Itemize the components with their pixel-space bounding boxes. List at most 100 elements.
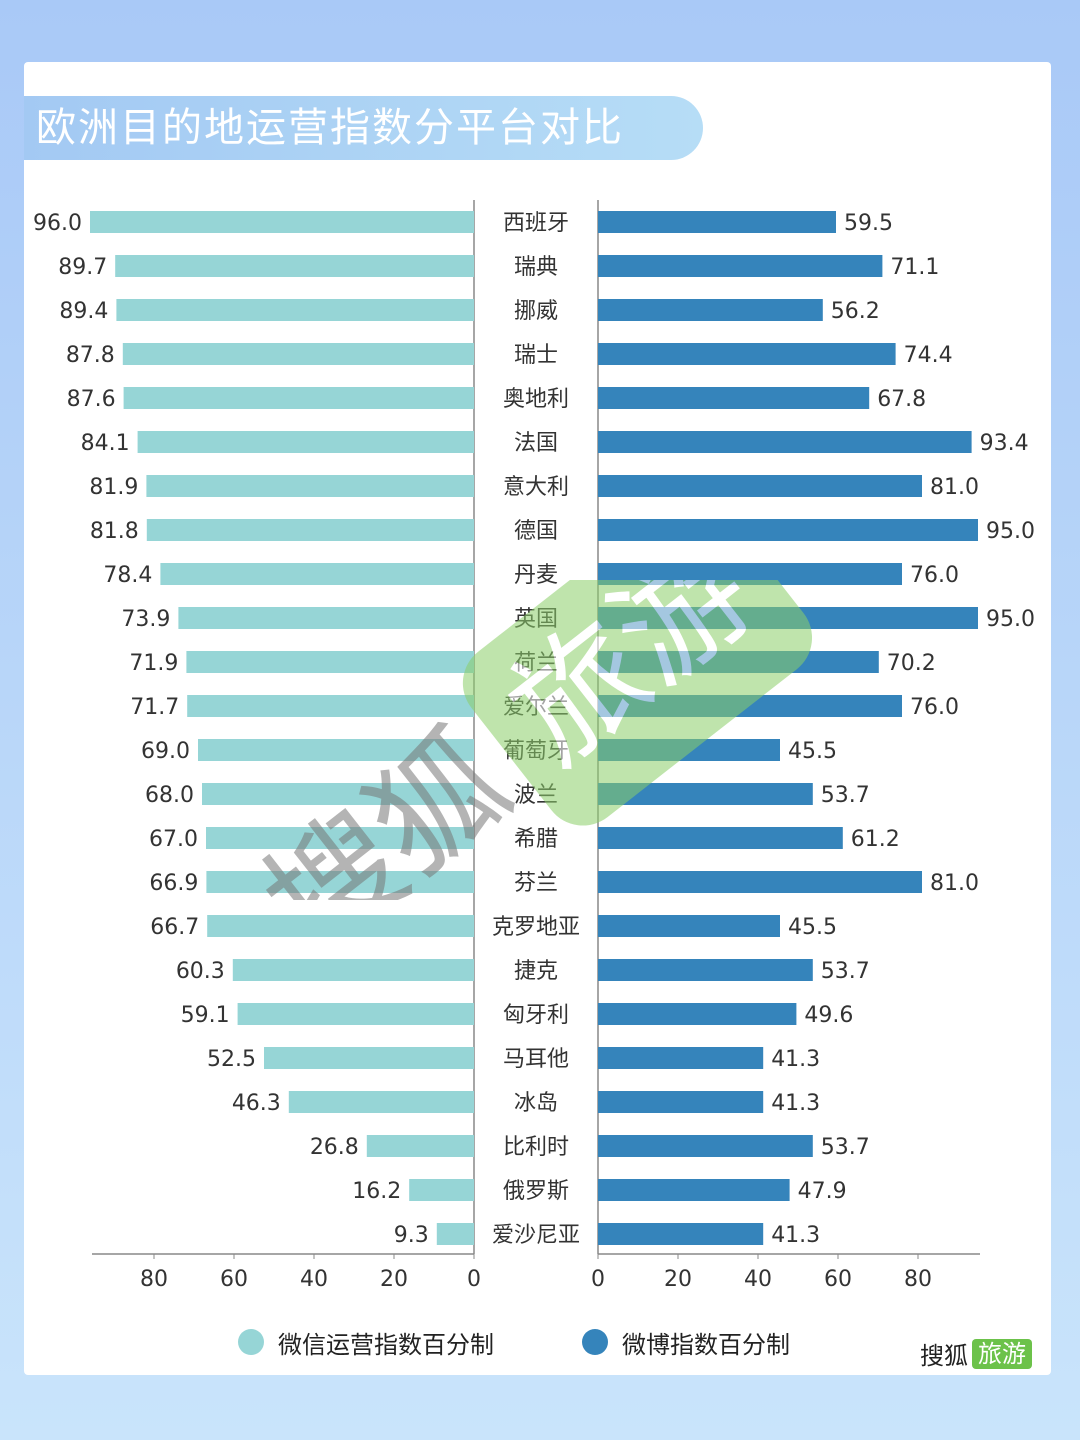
right-value-label: 45.5 (788, 915, 837, 940)
category-label: 葡萄牙 (503, 739, 569, 764)
left-value-label: 66.9 (149, 871, 198, 896)
left-bar (146, 519, 475, 541)
right-bar (598, 695, 902, 717)
right-bar (598, 871, 922, 893)
right-value-label: 61.2 (851, 827, 900, 852)
left-tick-label: 40 (300, 1267, 328, 1292)
legend-item-wechat: 微信运营指数百分制 (238, 1322, 494, 1362)
right-value-label: 47.9 (798, 1179, 847, 1204)
right-bar (598, 431, 972, 453)
right-bar (598, 915, 780, 937)
right-value-label: 41.3 (771, 1047, 820, 1072)
left-value-label: 81.9 (89, 475, 138, 500)
category-label: 荷兰 (514, 651, 558, 676)
left-value-label: 96.0 (33, 211, 82, 236)
brand-logo: 搜狐 旅游 (920, 1336, 1032, 1371)
category-label: 爱沙尼亚 (492, 1223, 580, 1248)
left-value-label: 59.1 (181, 1003, 230, 1028)
right-value-label: 71.1 (890, 255, 939, 280)
right-value-label: 41.3 (771, 1223, 820, 1248)
left-bar (115, 255, 474, 277)
right-value-label: 74.4 (904, 343, 953, 368)
category-label: 克罗地亚 (492, 915, 580, 940)
right-value-label: 81.0 (930, 871, 979, 896)
right-bar (598, 1091, 764, 1113)
right-value-label: 95.0 (986, 607, 1035, 632)
right-bar (598, 475, 922, 497)
category-label: 法国 (514, 431, 558, 456)
brand-text-travel: 旅游 (972, 1338, 1032, 1369)
left-value-label: 78.4 (103, 563, 152, 588)
right-value-label: 59.5 (844, 211, 893, 236)
left-bar (198, 739, 474, 761)
legend-swatch-wechat (238, 1329, 264, 1355)
right-bar (598, 1003, 797, 1025)
right-bar (598, 1047, 764, 1069)
left-value-label: 71.7 (130, 695, 179, 720)
left-value-label: 60.3 (176, 959, 225, 984)
left-bar (264, 1047, 474, 1069)
category-label: 芬兰 (514, 871, 558, 896)
page-title: 欧洲目的地运营指数分平台对比 (36, 105, 624, 151)
right-bar (598, 519, 978, 541)
right-bar (598, 343, 896, 365)
legend-item-weibo: 微博指数百分制 (582, 1322, 790, 1362)
left-value-label: 87.6 (67, 387, 116, 412)
right-tick-label: 20 (664, 1267, 692, 1292)
left-bar (187, 695, 474, 717)
right-bar (598, 783, 813, 805)
category-label: 意大利 (503, 475, 569, 500)
right-tick-label: 60 (824, 1267, 852, 1292)
left-bar (178, 607, 474, 629)
left-bar (237, 1003, 474, 1025)
left-value-label: 68.0 (145, 783, 194, 808)
right-bar (598, 607, 978, 629)
legend-label-weibo: 微博指数百分制 (622, 1330, 790, 1359)
category-label: 德国 (514, 519, 558, 544)
left-tick-label: 80 (140, 1267, 168, 1292)
left-value-label: 73.9 (121, 607, 170, 632)
right-value-label: 76.0 (910, 563, 959, 588)
right-value-label: 53.7 (821, 1135, 870, 1160)
right-bar (598, 1179, 790, 1201)
right-bar (598, 1135, 813, 1157)
category-label: 瑞典 (514, 255, 558, 280)
left-bar (122, 343, 475, 365)
right-value-label: 76.0 (910, 695, 959, 720)
category-label: 冰岛 (514, 1091, 558, 1116)
right-bar (598, 387, 870, 409)
category-label: 英国 (514, 607, 558, 632)
left-bar (232, 959, 474, 981)
right-value-label: 49.6 (804, 1003, 853, 1028)
right-tick-label: 80 (904, 1267, 932, 1292)
category-label: 爱尔兰 (503, 695, 569, 720)
right-bar (598, 827, 843, 849)
left-value-label: 46.3 (232, 1091, 281, 1116)
right-tick-label: 0 (591, 1267, 605, 1292)
left-bar (160, 563, 474, 585)
left-value-label: 89.7 (58, 255, 107, 280)
right-value-label: 53.7 (821, 783, 870, 808)
legend-label-wechat: 微信运营指数百分制 (278, 1330, 494, 1359)
right-value-label: 56.2 (831, 299, 880, 324)
left-bar (186, 651, 474, 673)
right-value-label: 93.4 (980, 431, 1029, 456)
right-value-label: 41.3 (771, 1091, 820, 1116)
left-bar (207, 915, 474, 937)
right-value-label: 45.5 (788, 739, 837, 764)
left-value-label: 89.4 (59, 299, 108, 324)
left-value-label: 67.0 (149, 827, 198, 852)
right-bar (598, 255, 883, 277)
category-label: 西班牙 (503, 211, 569, 236)
left-value-label: 71.9 (129, 651, 178, 676)
left-value-label: 26.8 (310, 1135, 359, 1160)
right-bar (598, 211, 836, 233)
left-value-label: 87.8 (66, 343, 115, 368)
left-bar (202, 783, 474, 805)
category-label: 希腊 (514, 827, 558, 852)
category-label: 俄罗斯 (503, 1179, 569, 1204)
right-value-label: 53.7 (821, 959, 870, 984)
left-tick-label: 20 (380, 1267, 408, 1292)
category-label: 瑞士 (514, 343, 558, 368)
